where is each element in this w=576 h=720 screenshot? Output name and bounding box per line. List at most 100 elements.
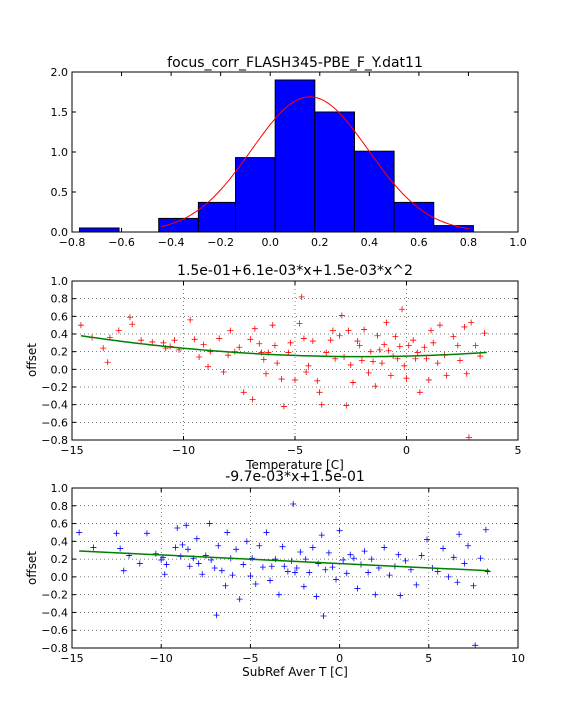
y-tick-label: 0.0 (51, 571, 69, 584)
data-point (383, 319, 390, 326)
data-point (138, 337, 145, 344)
x-tick-label: −10 (172, 444, 195, 457)
data-point (191, 336, 198, 343)
data-point (425, 376, 432, 383)
data-point (284, 568, 291, 575)
data-point (358, 357, 365, 364)
data-point (77, 322, 84, 329)
plot-frame (71, 71, 519, 233)
data-point (200, 341, 207, 348)
histogram-bar (78, 227, 120, 233)
data-point (315, 560, 322, 567)
data-point (484, 568, 491, 575)
y-tick-label: 0.2 (51, 553, 69, 566)
data-point (325, 549, 332, 556)
x-tick-label: 0.0 (261, 236, 279, 249)
chart-title: 1.5e-01+6.1e-03*x+1.5e-03*x^2 (177, 263, 413, 279)
y-tick-label: 1.5 (51, 106, 69, 119)
data-point (207, 348, 214, 355)
data-point (271, 342, 278, 349)
data-point (279, 543, 286, 550)
y-tick-label: −0.6 (41, 624, 68, 637)
data-point (338, 312, 345, 319)
data-point (129, 321, 136, 328)
y-tick-label: 0.0 (51, 363, 69, 376)
data-point (374, 332, 381, 339)
data-point (280, 403, 287, 410)
data-point (423, 355, 430, 362)
data-point (290, 501, 297, 507)
data-point (104, 359, 111, 366)
data-point (249, 555, 256, 562)
data-point (199, 571, 206, 578)
data-point (117, 545, 124, 552)
data-point (410, 337, 417, 344)
data-point (463, 370, 470, 377)
data-point (314, 377, 321, 384)
data-point (224, 529, 231, 536)
data-point (424, 536, 431, 543)
data-point (361, 326, 368, 333)
data-point (240, 389, 247, 396)
data-point (477, 555, 484, 562)
data-point (247, 573, 254, 579)
x-tick-label: −0.2 (207, 236, 234, 249)
data-point (316, 389, 323, 396)
data-point (300, 335, 307, 342)
data-point (329, 564, 336, 571)
data-point (428, 327, 435, 334)
data-point (174, 525, 181, 531)
y-tick-label: −0.6 (41, 416, 68, 429)
data-point (143, 530, 150, 537)
data-point (293, 565, 300, 571)
data-point (303, 368, 310, 375)
x-tick-label: −10 (150, 652, 173, 665)
data-point (227, 327, 234, 334)
data-point (370, 358, 377, 365)
data-point (401, 362, 408, 369)
data-point (115, 327, 122, 334)
data-point (376, 346, 383, 353)
data-point (186, 563, 193, 570)
data-point (350, 555, 357, 562)
data-point (450, 333, 457, 340)
fit-line (79, 550, 490, 572)
data-point (247, 336, 254, 343)
data-point (329, 327, 336, 334)
data-point (356, 342, 363, 349)
histogram-bar (158, 217, 199, 233)
plot-frame (71, 280, 519, 441)
data-point (365, 369, 372, 376)
chart-title: -9.7e-03*x+1.5e-01 (225, 469, 365, 485)
y-tick-label: 0.8 (51, 500, 69, 513)
subref-scatter-panel: -9.7e-03*x+1.5e-01 −15 −10 −5 0 5 10 −0.8 −0.6 −… (25, 469, 525, 679)
data-point (263, 370, 270, 377)
data-point (386, 572, 393, 579)
data-point (381, 341, 388, 348)
data-point (267, 577, 274, 584)
data-point (296, 320, 303, 327)
data-point (465, 434, 472, 441)
data-point (450, 554, 457, 561)
data-point (416, 389, 423, 396)
x-axis-label: SubRef Aver T [C] (242, 665, 348, 679)
data-point (418, 552, 425, 559)
data-point (243, 538, 250, 545)
data-point (354, 585, 361, 592)
data-point (445, 573, 452, 580)
plot-frame (71, 487, 519, 649)
data-point (278, 376, 285, 383)
data-point (252, 581, 259, 587)
data-point (179, 541, 186, 548)
data-point (347, 551, 354, 558)
data-point (434, 568, 441, 575)
x-tick-label: 0 (336, 652, 343, 665)
y-tick-label: −0.2 (41, 589, 68, 602)
x-axis-label: Temperature [C] (245, 458, 344, 472)
data-point (318, 401, 325, 408)
data-point (313, 593, 320, 600)
y-tick-label: 0.6 (51, 310, 69, 323)
data-point (300, 583, 307, 590)
data-point (90, 544, 97, 551)
gaussian-fit-curve (161, 96, 470, 230)
